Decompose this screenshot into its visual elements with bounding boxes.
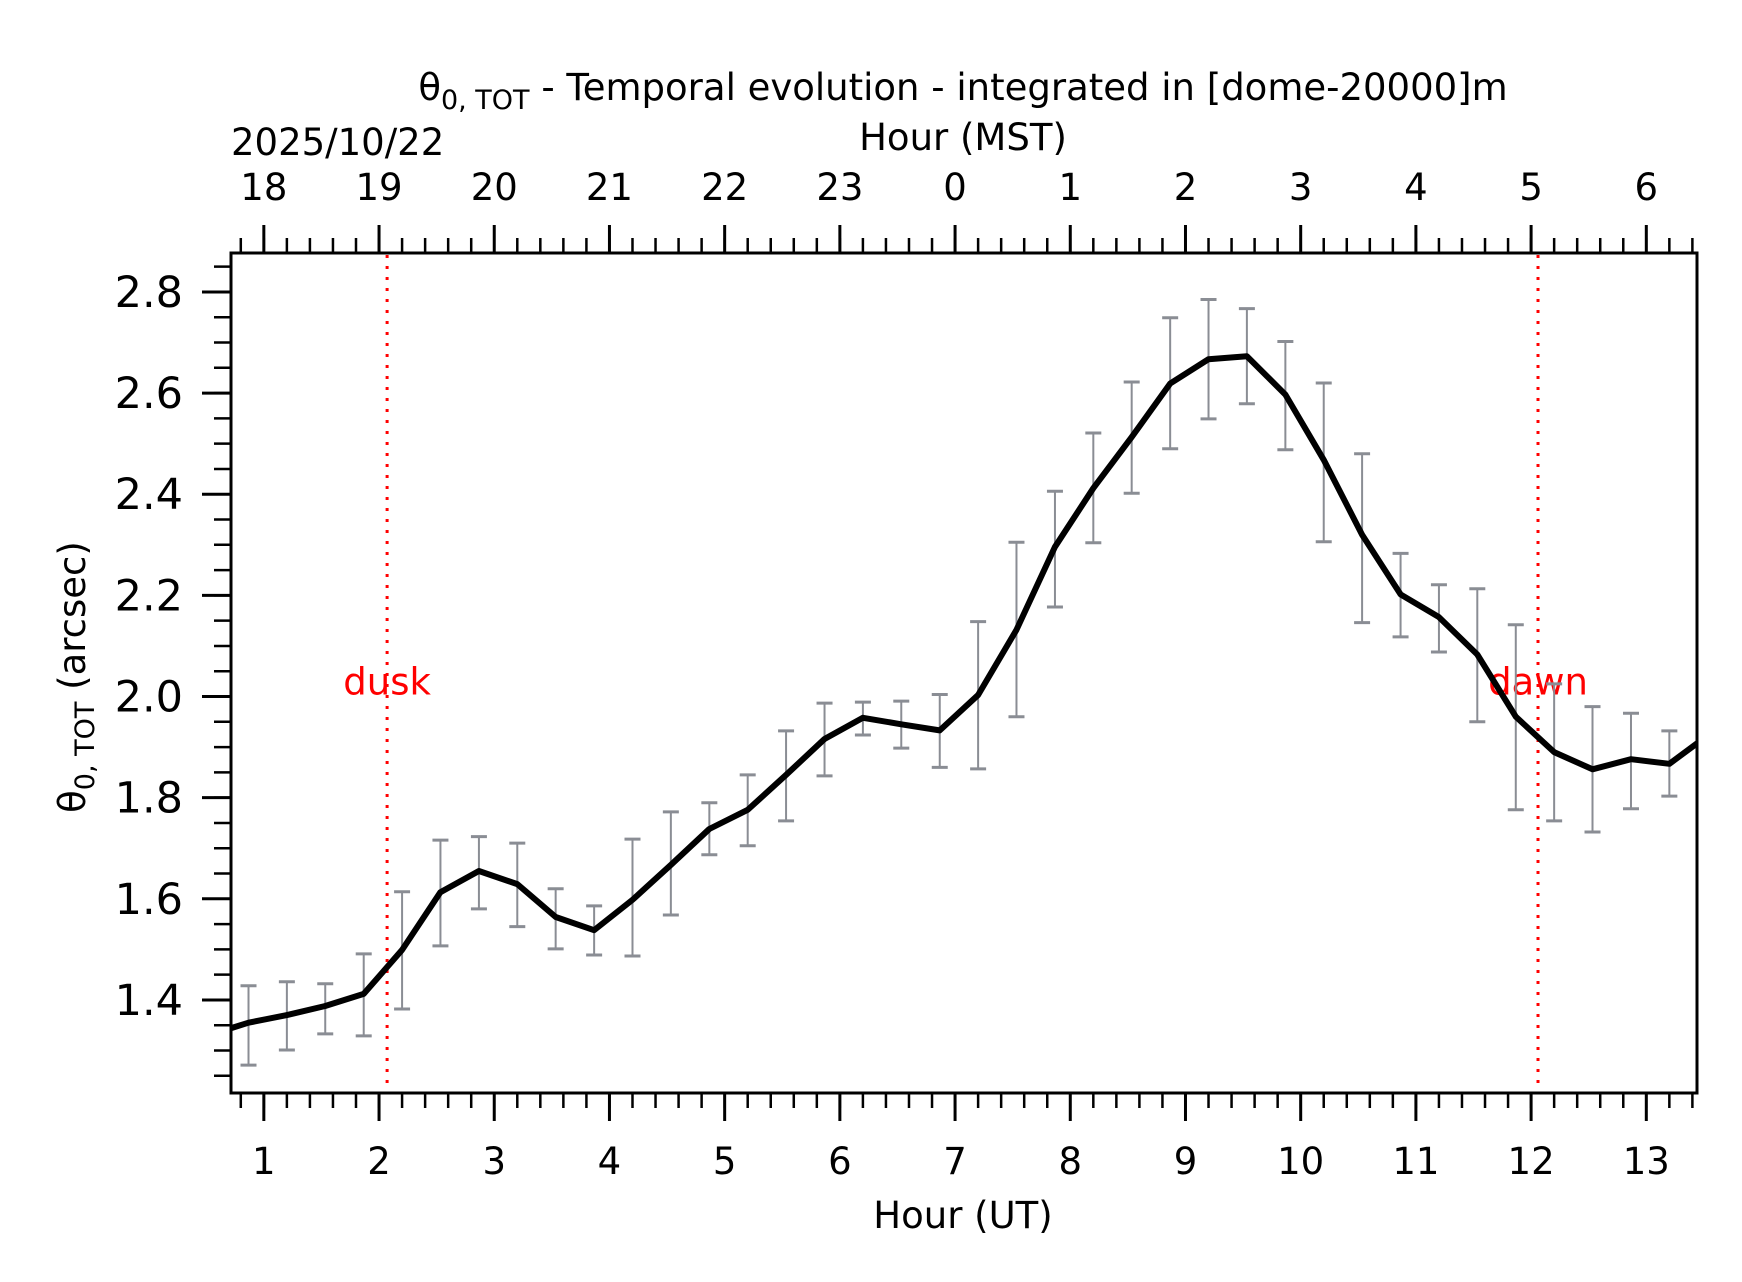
y-tick-label: 2.4 <box>115 470 183 520</box>
y-tick-label: 1.4 <box>115 976 183 1026</box>
data-point <box>939 730 940 731</box>
x2-tick-label: 1 <box>1059 166 1083 209</box>
data-point <box>1515 716 1516 717</box>
ylabel-text: (arcsec) <box>51 541 94 701</box>
x2-tick-label: 18 <box>240 166 287 209</box>
data-point <box>824 738 825 739</box>
x2-tick-label: 21 <box>586 166 633 209</box>
x2-tick-label: 3 <box>1289 166 1313 209</box>
x2-tick-label: 5 <box>1519 166 1543 209</box>
x-tick-label: 13 <box>1623 1140 1670 1183</box>
annotations-layer: dusk dawn <box>343 255 1588 1091</box>
chart-title: θ0, TOT - Temporal evolution - integrate… <box>418 66 1507 116</box>
data-point <box>747 809 748 810</box>
data-point <box>325 1006 326 1007</box>
data-point <box>1477 654 1478 655</box>
data-point <box>978 694 979 695</box>
x2-tick-label: 4 <box>1404 166 1428 209</box>
x2-axis-label: Hour (MST) <box>859 116 1067 159</box>
x-tick-label: 10 <box>1277 1140 1324 1183</box>
data-point <box>555 917 556 918</box>
data-point <box>1170 383 1171 384</box>
y-tick-label: 1.8 <box>115 774 183 824</box>
x-tick-label: 12 <box>1508 1140 1555 1183</box>
errorbars-layer <box>240 298 1678 1067</box>
x-tick-label: 6 <box>828 1140 852 1183</box>
x-tick-label: 5 <box>713 1140 737 1183</box>
data-point <box>1054 546 1055 547</box>
dusk-label: dusk <box>343 660 431 703</box>
y-axis-label: θ0, TOT (arcsec) <box>51 541 101 813</box>
ticks-layer: 1182193204215226237081921031141251361.41… <box>115 166 1694 1183</box>
x-tick-label: 1 <box>252 1140 276 1183</box>
data-point <box>632 899 633 900</box>
data-point <box>709 829 710 830</box>
y-tick-label: 2.8 <box>115 268 183 318</box>
x2-tick-label: 0 <box>943 166 967 209</box>
data-point <box>1592 769 1593 770</box>
data-point <box>1669 763 1670 764</box>
data-point <box>862 717 863 718</box>
data-point <box>1131 437 1132 438</box>
data-point <box>1246 356 1247 357</box>
data-point <box>402 949 403 950</box>
data-point <box>1285 394 1286 395</box>
x2-tick-label: 2 <box>1174 166 1198 209</box>
y-tick-label: 2.0 <box>115 673 183 723</box>
data-point <box>363 993 364 994</box>
y-tick-label: 2.6 <box>115 369 183 419</box>
data-point <box>670 864 671 865</box>
data-point <box>1707 735 1708 736</box>
x-axis-label: Hour (UT) <box>873 1194 1052 1237</box>
x2-tick-label: 22 <box>701 166 748 209</box>
data-point <box>594 930 595 931</box>
x2-tick-label: 23 <box>816 166 863 209</box>
x-tick-label: 9 <box>1174 1140 1198 1183</box>
data-point <box>1093 488 1094 489</box>
series-layer <box>210 353 1708 1035</box>
y-tick-label: 2.2 <box>115 571 183 621</box>
series-line <box>231 353 1697 1032</box>
plot-frame <box>229 251 1699 1095</box>
x-tick-label: 11 <box>1392 1140 1439 1183</box>
date-label: 2025/10/22 <box>231 121 444 164</box>
data-point <box>248 1022 249 1023</box>
data-point <box>1554 752 1555 753</box>
data-point <box>786 774 787 775</box>
data-point <box>901 724 902 725</box>
data-point <box>286 1015 287 1016</box>
data-point <box>517 884 518 885</box>
title-symbol: θ <box>418 66 441 109</box>
title-text: - Temporal evolution - integrated in [do… <box>530 66 1508 109</box>
ylabel-subscript: 0, TOT <box>70 701 101 790</box>
y-tick-label: 1.6 <box>115 875 183 925</box>
x-tick-label: 4 <box>598 1140 622 1183</box>
x2-tick-label: 6 <box>1635 166 1659 209</box>
x-tick-label: 8 <box>1059 1140 1083 1183</box>
data-point <box>440 892 441 893</box>
data-point <box>210 1034 211 1035</box>
x2-tick-label: 20 <box>471 166 518 209</box>
data-point <box>1400 594 1401 595</box>
data-point <box>1016 629 1017 630</box>
x-tick-label: 3 <box>482 1140 506 1183</box>
title-subscript: 0, TOT <box>441 85 530 116</box>
data-point <box>1323 459 1324 460</box>
x-tick-label: 7 <box>943 1140 967 1183</box>
x-tick-label: 2 <box>367 1140 391 1183</box>
x2-tick-label: 19 <box>355 166 402 209</box>
ylabel-symbol: θ <box>51 790 94 813</box>
data-point <box>1438 617 1439 618</box>
data-point <box>478 870 479 871</box>
data-point <box>1208 359 1209 360</box>
data-point <box>1630 759 1631 760</box>
data-point <box>1362 534 1363 535</box>
